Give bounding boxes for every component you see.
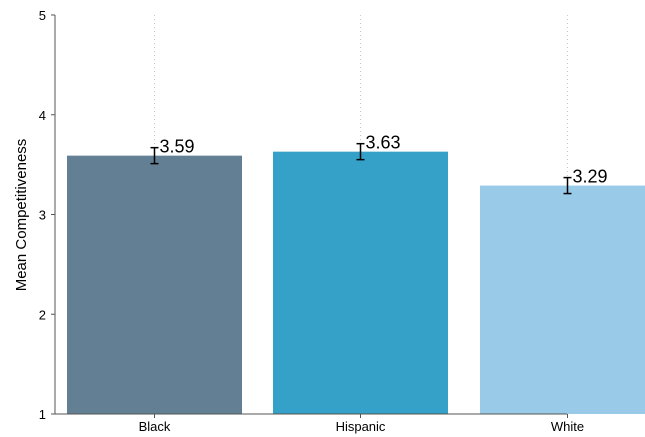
y-ticks: 1 2 3 4 5 [39,8,55,422]
bar-hispanic [273,151,448,414]
data-label: 3.63 [366,133,401,153]
y-axis-title: Mean Competitiveness [13,139,30,292]
error-bars [150,142,572,195]
y-tick-label: 5 [39,8,46,23]
bar-white [480,185,645,414]
y-tick-label: 2 [39,307,46,322]
error-bar [150,146,159,165]
y-tick-label: 3 [39,208,46,223]
y-tick-label: 1 [39,407,46,422]
y-tick-label: 4 [39,108,46,123]
error-bar [563,176,572,195]
data-label: 3.29 [573,167,608,187]
x-tick-labels: Black Hispanic White [139,414,584,434]
data-label: 3.59 [160,137,195,157]
error-bar [356,142,365,161]
x-tick-label: Black [139,419,171,434]
data-labels: 3.59 3.63 3.29 [160,133,608,187]
x-tick-label: Hispanic [336,419,386,434]
x-tick-label: White [551,419,584,434]
bar-black [67,155,242,414]
bars [67,151,645,414]
